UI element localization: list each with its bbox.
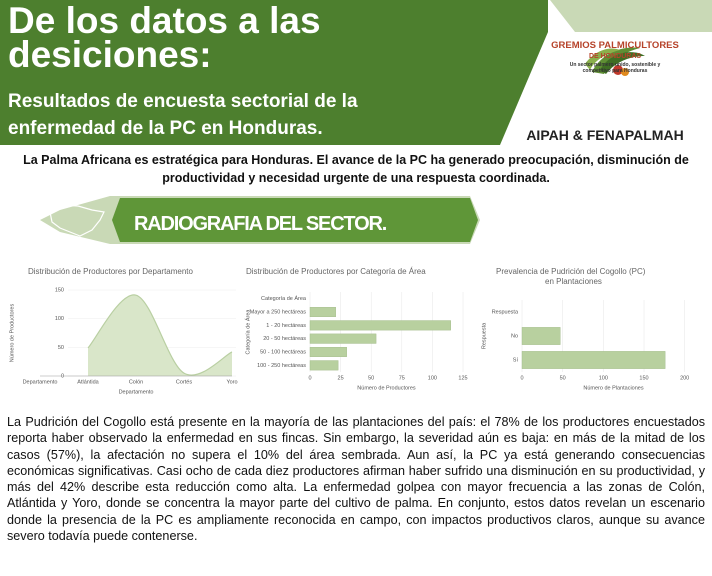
logo-name: GREMIOS PALMICULTORES xyxy=(551,40,679,51)
y-tick-label: Respuesta xyxy=(492,309,519,315)
chart-title: Prevalencia de Pudrición del Cogollo (PC… xyxy=(496,267,646,286)
y-axis-label: Respuesta xyxy=(481,322,487,349)
bar xyxy=(521,351,666,369)
logo-tagline: Un sector palmero unido, sostenible y xyxy=(569,62,661,68)
y-tick-label: 20 - 50 hectáreas xyxy=(263,336,306,342)
line xyxy=(87,294,233,376)
decor xyxy=(0,0,712,244)
y-tick-label: Mayor a 250 hectáreas xyxy=(250,309,307,315)
x-tick-label: Departamento xyxy=(23,379,58,385)
logo-name: DE HONDURAS xyxy=(588,53,642,60)
charts: Distribución de Productores por Departam… xyxy=(9,267,689,395)
bar xyxy=(309,346,347,357)
x-axis-label: Departamento xyxy=(119,389,154,395)
x-tick-label: 100 xyxy=(428,375,437,381)
x-tick-label: 0 xyxy=(308,375,311,381)
logo: GREMIOS PALMICULTORES DE HONDURAS Un sec… xyxy=(545,40,685,74)
x-tick-label: Atlántida xyxy=(77,379,99,385)
x-tick-label: 0 xyxy=(520,375,523,381)
bar xyxy=(521,327,561,345)
header-strip xyxy=(550,0,712,32)
y-axis-label: Categoría de Área xyxy=(244,309,251,355)
header-band xyxy=(0,0,548,145)
section-band xyxy=(112,198,478,242)
bar xyxy=(309,320,451,331)
x-tick-label: 75 xyxy=(399,375,405,381)
x-tick-label: 50 xyxy=(560,375,566,381)
y-tick-label: 100 - 250 hectáreas xyxy=(257,363,306,369)
title: De los datos a las desiciones: xyxy=(8,0,321,75)
x-tick-label: 150 xyxy=(639,375,648,381)
x-tick-label: 125 xyxy=(458,375,467,381)
logo-tagline: competitivo para Honduras xyxy=(582,68,648,74)
honduras-map xyxy=(49,204,105,237)
section-title: RADIOGRAFIA DEL SECTOR. xyxy=(134,213,387,235)
x-tick-label: 100 xyxy=(599,375,608,381)
y-tick-label: Categoría de Área xyxy=(261,295,307,302)
x-tick-label: Colón xyxy=(129,379,143,385)
subtitle-line: Resultados de encuesta sectorial de la xyxy=(8,91,358,112)
y-tick-label: No xyxy=(511,333,518,339)
x-tick-label: 50 xyxy=(368,375,374,381)
x-tick-label: 200 xyxy=(680,375,689,381)
x-axis-label: Número de Productores xyxy=(357,385,416,391)
x-tick-label: Cortés xyxy=(176,379,192,385)
title-line: De los datos a las xyxy=(8,0,321,41)
area xyxy=(88,294,232,376)
intro: La Palma Africana es estratégica para Ho… xyxy=(23,153,689,185)
y-tick-label: 150 xyxy=(55,287,64,293)
bar xyxy=(309,307,336,318)
x-axis-label: Número de Plantaciones xyxy=(583,385,643,391)
subtitle-line: enfermedad de la PC en Honduras. xyxy=(8,118,323,139)
y-axis-label: Número de Productores xyxy=(9,304,15,363)
y-tick-label: 100 xyxy=(55,316,64,322)
bar xyxy=(309,360,339,371)
logo-palm xyxy=(585,47,645,76)
bar xyxy=(309,333,377,344)
chart-title: Distribución de Productores por Departam… xyxy=(28,267,194,276)
y-tick-label: 50 - 100 hectáreas xyxy=(260,349,306,355)
subtitle: Resultados de encuesta sectorial de la en… xyxy=(8,88,358,142)
organizations: AIPAH & FENAPALMAH xyxy=(526,127,684,143)
y-tick-label: 50 xyxy=(58,345,64,351)
x-tick-label: Yoro xyxy=(226,379,237,385)
y-tick-label: 1 - 20 hectáreas xyxy=(266,323,306,329)
body-text: La Pudrición del Cogollo está presente e… xyxy=(7,415,705,544)
y-tick-label: 0 xyxy=(61,373,64,379)
chart-title: Distribución de Productores por Categorí… xyxy=(246,267,426,276)
x-tick-label: 25 xyxy=(338,375,344,381)
y-tick-label: Sí xyxy=(513,357,519,363)
title-line: desiciones: xyxy=(8,34,212,75)
